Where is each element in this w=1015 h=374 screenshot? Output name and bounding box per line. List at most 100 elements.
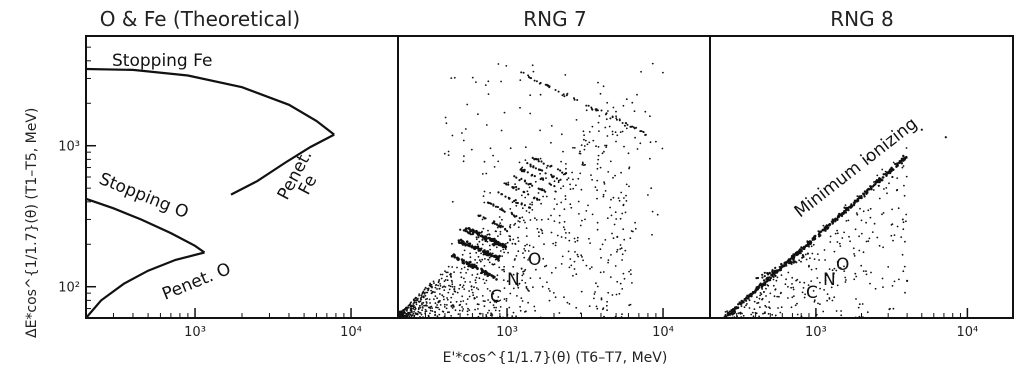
scatter-point	[419, 312, 422, 314]
scatter-point	[891, 285, 894, 287]
scatter-point	[756, 296, 758, 299]
scatter-point	[866, 191, 869, 194]
scatter-point	[448, 288, 451, 291]
scatter-point	[489, 301, 492, 304]
scatter-point	[424, 294, 427, 297]
scatter-point	[563, 220, 566, 223]
scatter-point	[515, 204, 518, 207]
scatter-point	[651, 210, 654, 213]
scatter-point	[455, 300, 458, 303]
scatter-point	[843, 231, 845, 234]
scatter-point	[524, 244, 526, 247]
scatter-point	[545, 264, 548, 267]
scatter-point	[547, 218, 550, 221]
scatter-point	[512, 273, 515, 276]
scatter-point	[573, 268, 576, 270]
scatter-point	[585, 104, 588, 107]
scatter-point	[438, 279, 441, 281]
scatter-point	[464, 229, 467, 232]
scatter-point	[844, 211, 848, 214]
annotation-n-rng8: N	[823, 270, 836, 290]
label-penet-o: Penet. O	[159, 259, 233, 305]
scatter-point	[838, 242, 841, 245]
scatter-point	[818, 259, 820, 261]
scatter-point	[577, 177, 580, 180]
scatter-point	[568, 303, 571, 305]
scatter-point	[419, 316, 421, 318]
scatter-point	[484, 258, 486, 260]
scatter-point	[902, 165, 905, 167]
scatter-point	[830, 286, 833, 289]
scatter-point	[616, 280, 619, 283]
scatter-point	[503, 111, 506, 114]
scatter-point	[596, 221, 599, 224]
scatter-point	[594, 291, 596, 293]
scatter-point	[474, 259, 476, 261]
scatter-point	[591, 125, 594, 128]
scatter-point	[848, 235, 850, 238]
scatter-point	[537, 192, 540, 194]
scatter-point	[604, 126, 607, 129]
scatter-point	[817, 302, 819, 305]
scatter-point	[521, 166, 524, 169]
scatter-point	[906, 279, 909, 282]
scatter-point	[819, 287, 821, 290]
scatter-point	[843, 265, 845, 268]
scatter-point	[625, 194, 627, 197]
scatter-point	[566, 301, 569, 304]
scatter-point	[837, 214, 840, 218]
scatter-point	[621, 288, 624, 290]
scatter-point	[549, 290, 551, 292]
scatter-point	[531, 156, 534, 159]
scatter-point	[514, 183, 516, 186]
scatter-point	[801, 256, 804, 259]
scatter-point	[596, 109, 599, 112]
scatter-point	[889, 307, 891, 310]
scatter-point	[422, 290, 425, 293]
scatter-point	[775, 269, 779, 273]
scatter-point	[475, 236, 478, 239]
scatter-point	[485, 172, 488, 175]
scatter-point	[550, 271, 553, 274]
scatter-point	[564, 198, 567, 201]
scatter-point	[533, 79, 536, 82]
scatter-point	[516, 284, 519, 287]
scatter-point	[473, 263, 476, 266]
scatter-point	[489, 192, 491, 194]
scatter-point	[437, 284, 439, 287]
scatter-point	[845, 208, 848, 212]
scatter-point	[902, 157, 905, 161]
scatter-point	[570, 206, 573, 209]
scatter-point	[487, 236, 491, 240]
scatter-point	[611, 115, 614, 118]
scatter-point	[503, 182, 506, 185]
scatter-point	[623, 277, 626, 280]
scatter-point	[424, 298, 427, 301]
scatter-point	[434, 286, 437, 289]
scatter-point	[493, 237, 496, 241]
scatter-point	[841, 237, 844, 239]
scatter-point	[606, 309, 608, 312]
scatter-point	[468, 290, 470, 292]
scatter-point	[549, 165, 552, 168]
scatter-point	[505, 242, 507, 245]
scatter-point	[761, 298, 763, 301]
scatter-point	[405, 315, 407, 318]
scatter-point	[757, 301, 760, 304]
scatter-point	[636, 93, 638, 96]
scatter-point	[487, 259, 490, 261]
scatter-point	[885, 187, 888, 189]
scatter-point	[501, 218, 503, 221]
scatter-point	[488, 233, 490, 236]
scatter-point	[640, 70, 642, 73]
scatter-point	[843, 270, 846, 272]
scatter-point	[616, 250, 618, 253]
scatter-point	[411, 314, 414, 317]
scatter-point	[518, 179, 521, 182]
scatter-point	[568, 232, 571, 234]
scatter-point	[784, 261, 787, 263]
scatter-point	[748, 307, 751, 309]
scatter-point	[573, 97, 575, 100]
scatter-point	[435, 306, 438, 309]
scatter-point	[736, 307, 738, 310]
